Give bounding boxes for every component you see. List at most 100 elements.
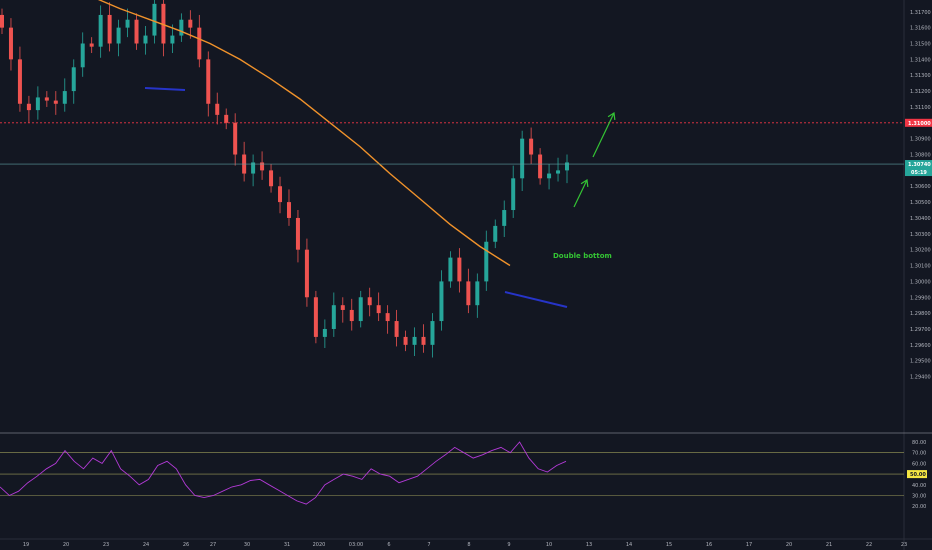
- y-tick-label: 1.30100: [910, 264, 931, 270]
- y-tick-label: 1.30200: [910, 248, 931, 254]
- candle-body: [286, 202, 291, 218]
- x-tick-label: 20: [786, 542, 792, 548]
- x-tick-label: 24: [143, 542, 149, 548]
- candle-body: [125, 19, 130, 28]
- candle-body: [170, 35, 175, 44]
- y-tick-label: 1.31700: [910, 10, 931, 16]
- rsi-tick-label: 40.00: [912, 483, 926, 489]
- candle-body: [556, 170, 561, 174]
- candle-body: [439, 281, 444, 322]
- y-tick-label: 1.31600: [910, 26, 931, 32]
- current-price-label: 1.30740: [908, 162, 931, 168]
- candle-body: [98, 14, 103, 47]
- countdown-label: 05:19: [911, 170, 927, 176]
- y-tick-label: 1.31200: [910, 89, 931, 95]
- candle-body: [224, 114, 229, 123]
- y-tick-label: 1.30900: [910, 137, 931, 143]
- y-tick-label: 1.31400: [910, 57, 931, 63]
- rsi-current-tag: [907, 470, 927, 479]
- y-tick-label: 1.29900: [910, 295, 931, 301]
- x-tick-label: 8: [467, 542, 470, 548]
- candle-body: [538, 154, 543, 179]
- rsi-line: [0, 441, 567, 505]
- y-tick-label: 1.31300: [910, 73, 931, 79]
- x-tick-label: 22: [866, 542, 872, 548]
- resistance-price-tag: [905, 118, 932, 127]
- rsi-pane[interactable]: [0, 441, 904, 505]
- support-line: [144, 87, 186, 91]
- candle-body: [26, 103, 31, 111]
- candle-body: [367, 297, 372, 306]
- candle-body: [35, 97, 40, 111]
- x-tick-label: 26: [183, 542, 189, 548]
- current-price-tag: [905, 160, 932, 177]
- y-tick-label: 1.30500: [910, 200, 931, 206]
- x-tick-label: 19: [23, 542, 29, 548]
- candle-body: [322, 328, 327, 337]
- y-tick-label: 1.29400: [910, 375, 931, 381]
- x-tick-label: 23: [901, 542, 907, 548]
- candle-body: [376, 305, 381, 314]
- candle-body: [358, 297, 363, 322]
- candle-body: [394, 321, 399, 337]
- candle-body: [8, 27, 13, 60]
- candle-body: [161, 3, 166, 44]
- moving-average-line: [97, 0, 511, 267]
- candle-body: [403, 336, 408, 345]
- candle-body: [421, 336, 426, 345]
- x-tick-label: 17: [746, 542, 752, 548]
- candle-body: [547, 173, 552, 179]
- candle-body: [475, 281, 480, 306]
- x-tick-label: 14: [626, 542, 632, 548]
- price-axis[interactable]: 1.31700 1.31600 1.31500 1.31400 1.31300 1.312…: [905, 10, 932, 381]
- x-tick-label: 2020: [313, 542, 326, 548]
- candle-body: [448, 257, 453, 282]
- trend-line: [504, 291, 568, 308]
- rsi-tick-label: 60.00: [912, 461, 926, 467]
- x-tick-label: 10: [546, 542, 552, 548]
- candle-body: [520, 138, 525, 179]
- x-tick-label: 30: [244, 542, 250, 548]
- candle-body: [116, 27, 121, 44]
- upward-arrow-short: [573, 179, 588, 208]
- candle-body: [62, 91, 67, 104]
- candle-body: [179, 19, 184, 36]
- rsi-tick-label: 70.00: [912, 451, 926, 457]
- x-tick-label: 9: [507, 542, 510, 548]
- candle-body: [197, 27, 202, 60]
- main-pane[interactable]: [0, 0, 569, 358]
- y-tick-label: 1.29700: [910, 327, 931, 333]
- candle-body: [44, 97, 49, 101]
- time-axis[interactable]: 19 20 23 24 26 27 30 31 2020 03:00 6 7 8 9 10 13 14 15 16 1…: [23, 542, 907, 548]
- candle-body: [493, 225, 498, 242]
- candle-body: [17, 59, 22, 104]
- x-tick-label: 21: [826, 542, 832, 548]
- candle-body: [80, 43, 85, 68]
- candle-body: [260, 162, 265, 171]
- candle-body: [53, 100, 58, 104]
- candle-body: [206, 59, 211, 104]
- x-tick-label: 31: [284, 542, 290, 548]
- candle-body: [251, 162, 256, 174]
- candle-body: [313, 297, 318, 337]
- candle-body: [278, 186, 283, 203]
- candle-body: [466, 281, 471, 306]
- y-tick-label: 1.29800: [910, 311, 931, 317]
- y-tick-label: 1.30000: [910, 279, 931, 285]
- candle-body: [502, 210, 507, 226]
- candle-body: [331, 305, 336, 329]
- candle-body: [349, 309, 354, 322]
- x-tick-label: 20: [63, 542, 69, 548]
- x-tick-label: 03:00: [349, 542, 363, 548]
- candle-body: [269, 170, 274, 187]
- candle-body: [71, 67, 76, 92]
- rsi-tick-label: 20.00: [912, 504, 926, 510]
- candle-body: [412, 336, 417, 345]
- candle-body: [457, 257, 462, 282]
- rsi-tick-label: 30.00: [912, 494, 926, 500]
- x-tick-label: 15: [666, 542, 672, 548]
- candle-body: [134, 19, 139, 44]
